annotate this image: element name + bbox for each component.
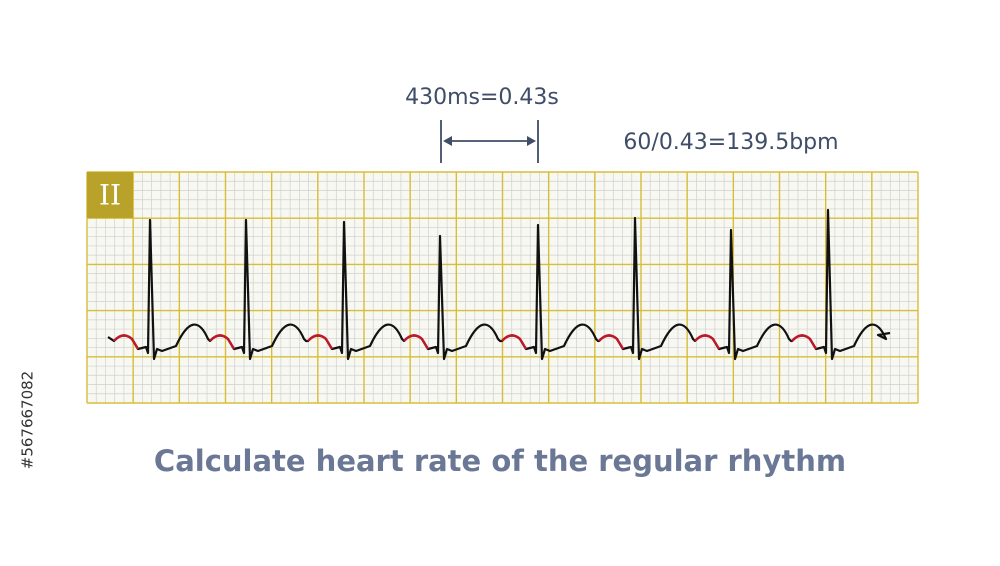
p-wave	[501, 334, 528, 350]
caption: Calculate heart rate of the regular rhyt…	[154, 444, 846, 478]
p-wave	[113, 334, 140, 350]
p-wave	[209, 334, 236, 350]
rate-label: 60/0.43=139.5bpm	[623, 130, 838, 155]
p-wave	[307, 334, 334, 350]
p-wave	[791, 334, 818, 350]
ecg-grid	[86, 171, 919, 404]
interval-arrow	[440, 120, 539, 163]
ecg-trace	[107, 208, 891, 361]
lead-label: II	[99, 179, 121, 212]
p-wave	[694, 334, 721, 350]
p-wave	[598, 334, 625, 350]
lead-box	[87, 172, 133, 218]
watermark: #567667082	[19, 371, 37, 469]
p-wave	[403, 334, 430, 350]
interval-label: 430ms=0.43s	[405, 85, 559, 110]
